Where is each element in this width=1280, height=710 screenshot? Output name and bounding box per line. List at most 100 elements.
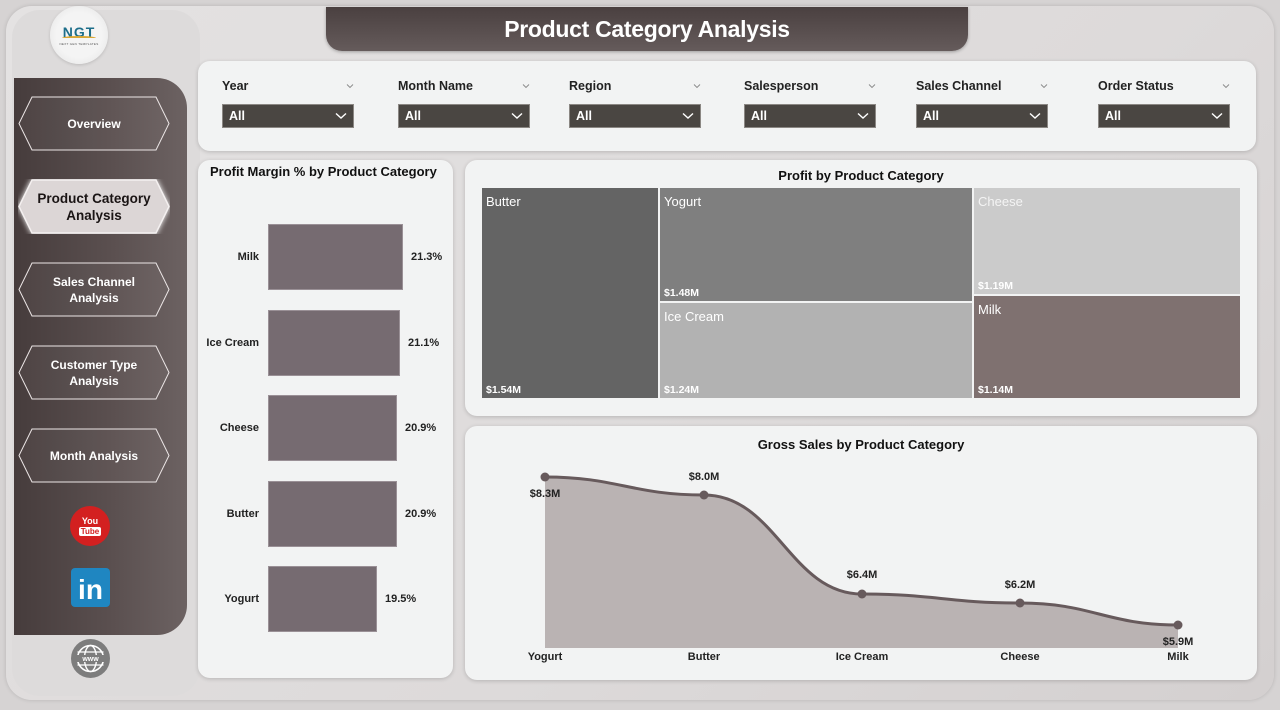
dropdown-value: All <box>923 109 939 123</box>
tile-value: $1.19M <box>978 280 1014 292</box>
bar-row: Ice Cream 21.1% <box>198 309 453 376</box>
bar-row: Cheese 20.9% <box>198 395 453 461</box>
sidebar-item-customer-type-analysis[interactable]: Customer Type Analysis <box>18 345 170 400</box>
dropdown-value: All <box>1105 109 1121 123</box>
tile-value: $1.14M <box>978 384 1014 396</box>
bar-row: Yogurt 19.5% <box>198 566 453 632</box>
filter-label: Salesperson <box>744 79 819 93</box>
chevron-down-icon <box>1029 112 1041 119</box>
svg-text:www: www <box>81 656 99 663</box>
chevron-down-icon <box>682 112 694 119</box>
bar[interactable] <box>268 224 403 290</box>
chart-title: Profit by Product Category <box>778 168 944 183</box>
bar-category-label: Ice Cream <box>206 336 259 349</box>
x-axis-label: Yogurt <box>527 651 563 663</box>
bar[interactable] <box>268 566 377 632</box>
sales-channel-dropdown[interactable]: All <box>916 104 1048 128</box>
year-dropdown[interactable]: All <box>222 104 354 128</box>
data-point[interactable] <box>1173 620 1183 630</box>
linkedin-icon[interactable]: in <box>71 568 110 607</box>
ngt-logo: NGT NEXT GEN TEMPLATES <box>50 6 108 64</box>
sidebar-item-product-category-analysis[interactable]: Product Category Analysis <box>18 179 170 234</box>
chevron-down-icon <box>335 112 347 119</box>
bar-value-label: 19.5% <box>385 593 417 605</box>
sidebar-item-month-analysis[interactable]: Month Analysis <box>18 428 170 483</box>
treemap-tile-ice-cream[interactable]: Ice Cream $1.24M <box>659 302 973 399</box>
data-point[interactable] <box>540 472 550 482</box>
linkedin-text: in <box>78 574 103 605</box>
chevron-down-icon[interactable] <box>1040 82 1048 90</box>
chevron-down-icon[interactable] <box>868 82 876 90</box>
logo-subtitle: NEXT GEN TEMPLATES <box>59 41 99 46</box>
bar-category-label: Milk <box>237 251 259 263</box>
x-axis-label: Cheese <box>1000 651 1040 663</box>
treemap-tile-yogurt[interactable]: Yogurt $1.48M <box>659 187 973 302</box>
hexagon-frame-icon <box>18 179 170 234</box>
data-label: $8.0M <box>688 471 720 483</box>
bar-row: Milk 21.3% <box>198 224 453 290</box>
sidebar-item-sales-channel-analysis[interactable]: Sales Channel Analysis <box>18 262 170 317</box>
filter-label: Region <box>569 79 612 93</box>
chevron-down-icon <box>1211 112 1223 119</box>
treemap-tile-milk[interactable]: Milk $1.14M <box>973 295 1241 399</box>
website-globe-icon[interactable]: www <box>71 639 110 678</box>
bar[interactable] <box>268 480 397 547</box>
filter-label: Month Name <box>398 79 473 93</box>
tile-value: $1.24M <box>664 384 700 396</box>
bar-value-label: 21.3% <box>411 251 443 263</box>
treemap-tile-butter[interactable]: Butter $1.54M <box>481 187 659 399</box>
tile-label: Cheese <box>978 194 1023 209</box>
hexagon-frame-icon <box>18 428 170 483</box>
data-label: $6.2M <box>1004 579 1036 591</box>
bar-value-label: 20.9% <box>405 422 437 434</box>
bar[interactable] <box>268 309 400 376</box>
bar[interactable] <box>268 395 397 461</box>
chevron-down-icon[interactable] <box>522 82 530 90</box>
chart-title: Profit Margin % by Product Category <box>210 164 437 179</box>
data-point[interactable] <box>699 490 709 500</box>
tile-label: Milk <box>978 302 1002 317</box>
data-point[interactable] <box>1015 598 1025 608</box>
sidebar-item-overview[interactable]: Overview <box>18 96 170 151</box>
filter-label: Sales Channel <box>916 79 1002 93</box>
chevron-down-icon[interactable] <box>346 82 354 90</box>
filter-label: Year <box>222 79 249 93</box>
sidebar-item-label: Month Analysis <box>49 448 139 463</box>
month-name-dropdown[interactable]: All <box>398 104 530 128</box>
order-status-dropdown[interactable]: All <box>1098 104 1230 128</box>
profit-margin-chart-card: Profit Margin % by Product Category Milk… <box>198 160 453 678</box>
chevron-down-icon[interactable] <box>1222 82 1230 90</box>
logo-swoosh-icon <box>62 35 96 40</box>
chevron-down-icon <box>857 112 869 119</box>
hexagon-frame-icon <box>18 96 170 151</box>
dropdown-value: All <box>576 109 592 123</box>
page-title: Product Category Analysis <box>504 15 790 42</box>
x-axis-label: Ice Cream <box>835 651 889 663</box>
chevron-down-icon[interactable] <box>693 82 701 90</box>
sidebar-item-label: Sales Channel Analysis <box>52 274 136 305</box>
filter-order-status: Order Status All <box>1098 78 1230 128</box>
logo-text: NGT <box>62 23 96 40</box>
dropdown-value: All <box>405 109 421 123</box>
hexagon-frame-icon <box>18 262 170 317</box>
youtube-text-top: You <box>81 515 99 526</box>
treemap-tile-cheese[interactable]: Cheese $1.19M <box>973 187 1241 295</box>
tile-label: Ice Cream <box>664 309 724 324</box>
salesperson-dropdown[interactable]: All <box>744 104 876 128</box>
chevron-down-icon <box>511 112 523 119</box>
youtube-icon[interactable]: You Tube <box>70 506 110 546</box>
sidebar-item-label: Product Category Analysis <box>37 190 151 223</box>
filter-bar: Year All Month Name All Region All Sales… <box>198 61 1256 151</box>
sidebar-item-label: Customer Type Analysis <box>50 357 138 388</box>
bar-value-label: 21.1% <box>408 336 440 349</box>
tile-value: $1.54M <box>486 384 522 396</box>
globe-icon: www <box>76 644 105 673</box>
gross-sales-chart-card: Gross Sales by Product Category $8.3M $8.… <box>465 426 1257 680</box>
data-point[interactable] <box>857 589 867 599</box>
region-dropdown[interactable]: All <box>569 104 701 128</box>
page-title-banner: Product Category Analysis <box>326 7 968 51</box>
tile-label: Butter <box>486 194 521 209</box>
bar-row: Butter 20.9% <box>198 480 453 547</box>
dropdown-value: All <box>229 109 245 123</box>
area-plot <box>540 472 1183 648</box>
